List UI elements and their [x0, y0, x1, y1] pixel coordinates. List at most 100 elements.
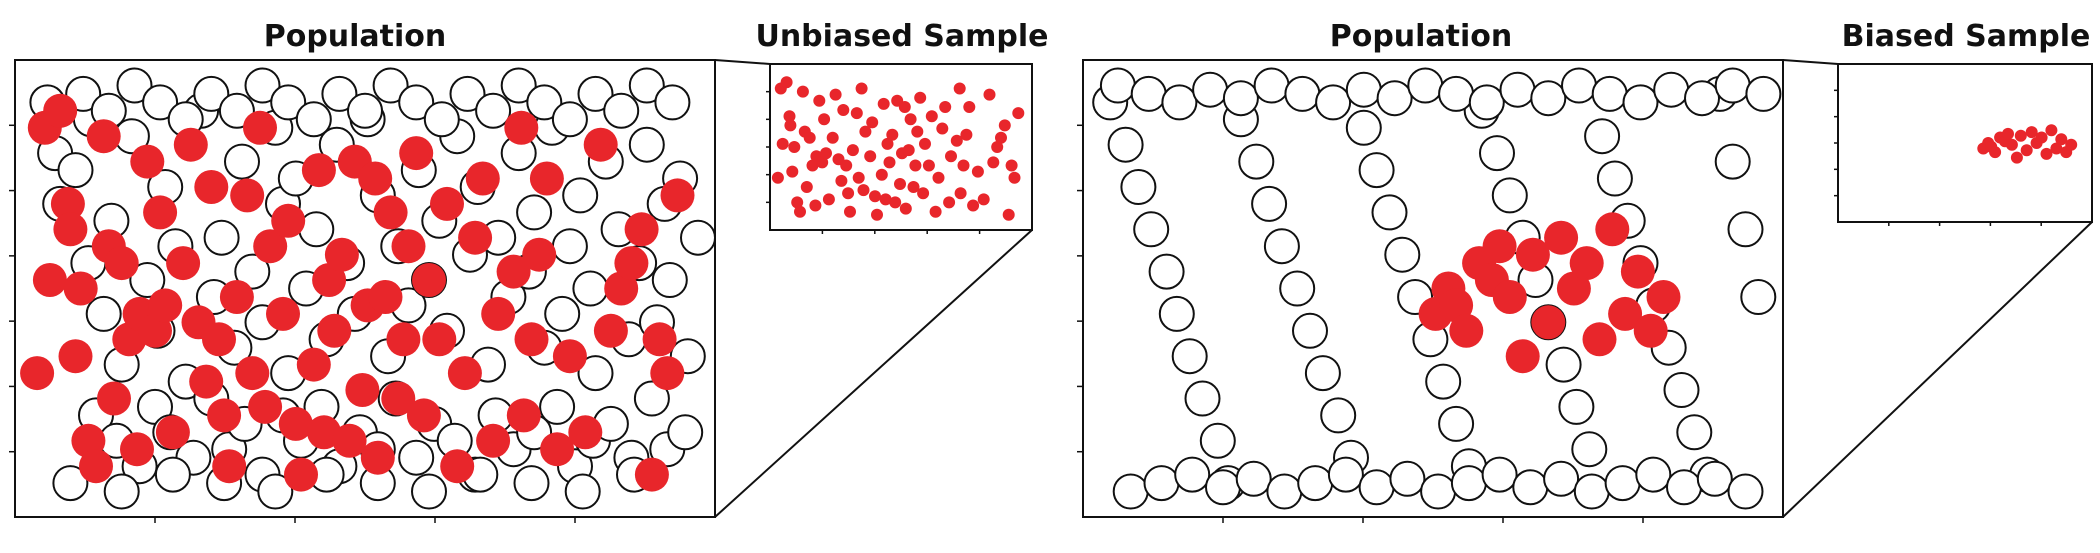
population-point [1284, 75, 1321, 112]
population-point [129, 262, 166, 298]
sample-point [987, 156, 1000, 169]
sampled-point [642, 322, 677, 357]
population-point [1727, 473, 1764, 510]
sample-point [950, 134, 963, 147]
sample-point [2005, 138, 2018, 151]
left-connector-top [714, 59, 771, 65]
sampled-point [593, 313, 628, 348]
population-point [1622, 84, 1659, 121]
population-point [1676, 414, 1713, 451]
left-population-sampled-points [20, 93, 695, 492]
sampled-point [614, 246, 649, 281]
sampled-point [243, 110, 277, 145]
population-point [680, 219, 716, 256]
sampled-point [381, 381, 416, 416]
sample-point [971, 165, 984, 178]
population-point [142, 84, 179, 121]
sampled-point [1646, 280, 1681, 314]
sampled-point [540, 432, 575, 467]
right-sample-ticks [1834, 89, 2042, 226]
population-point [475, 92, 512, 129]
sampled-point [624, 212, 659, 247]
population-point [1320, 397, 1357, 434]
population-point [1112, 473, 1149, 510]
population-point [1315, 84, 1352, 121]
population-point [539, 388, 576, 425]
sampled-point [271, 203, 306, 238]
sampled-point [1492, 280, 1527, 314]
left-population-panel [9, 59, 716, 523]
sample-point [954, 187, 967, 200]
population-point [1358, 152, 1395, 189]
sample-point [784, 119, 797, 132]
sample-point [919, 137, 931, 150]
sample-point [844, 205, 856, 218]
sampled-point [32, 263, 67, 297]
sampled-point [529, 161, 564, 196]
population-point [1491, 177, 1528, 214]
sampled-point [20, 356, 55, 391]
population-point [234, 253, 271, 290]
sampled-point [324, 237, 359, 272]
population-point [1279, 270, 1316, 307]
sample-point [932, 171, 945, 184]
population-point [1251, 185, 1288, 222]
population-point [1543, 460, 1580, 497]
sampled-point [143, 195, 178, 230]
sampled-point [386, 322, 421, 357]
right-population-unsampled-points [1092, 67, 1782, 510]
right-connector-bottom [1782, 221, 2093, 518]
sample-point [953, 82, 966, 95]
sampled-point [422, 322, 457, 357]
population-point [1450, 465, 1487, 502]
population-point [203, 219, 240, 256]
population-point [1479, 135, 1515, 172]
sample-point [894, 178, 906, 190]
population-point [1714, 67, 1751, 104]
population-point [347, 92, 383, 129]
population-point [1740, 279, 1777, 315]
population-point [295, 101, 332, 138]
population-point [1584, 118, 1621, 155]
sample-point [813, 94, 826, 107]
sampled-point [1482, 229, 1517, 264]
population-point [654, 84, 691, 121]
sample-point [2050, 142, 2063, 155]
population-point [667, 414, 704, 451]
sampled-point [332, 423, 367, 458]
population-point [1345, 109, 1382, 146]
sample-point [852, 171, 865, 184]
population-point [1133, 211, 1170, 248]
sample-point [2055, 133, 2068, 146]
population-point [398, 439, 435, 476]
sampled-point [307, 415, 341, 450]
population-point [1561, 67, 1597, 104]
sample-point [837, 104, 850, 116]
population-point [1120, 169, 1157, 205]
left-sample-title: Unbiased Sample [755, 19, 1048, 54]
population-point [1745, 75, 1782, 112]
right-population-frame [1082, 59, 1784, 518]
sample-point [786, 165, 799, 178]
sample-point [806, 159, 819, 172]
sampled-point [373, 195, 408, 230]
population-point [1184, 380, 1221, 417]
sampled-point [86, 119, 121, 154]
right-sample-title: Biased Sample [1842, 19, 2091, 54]
sampled-point [58, 339, 93, 374]
sample-point [822, 193, 835, 206]
population-point [633, 380, 670, 417]
sampled-point [194, 170, 229, 204]
sample-point [1989, 146, 2002, 159]
sampled-point [514, 322, 549, 357]
population-point [1148, 253, 1185, 290]
sampled-point [253, 229, 288, 264]
sampled-point [458, 220, 493, 255]
sampled-point [155, 415, 190, 450]
population-point [1571, 431, 1608, 468]
sample-point [2045, 124, 2058, 137]
population-point [1635, 456, 1672, 493]
sample-point [803, 131, 816, 144]
population-point [1143, 465, 1180, 502]
right-population-sampled-points [1418, 212, 1681, 374]
